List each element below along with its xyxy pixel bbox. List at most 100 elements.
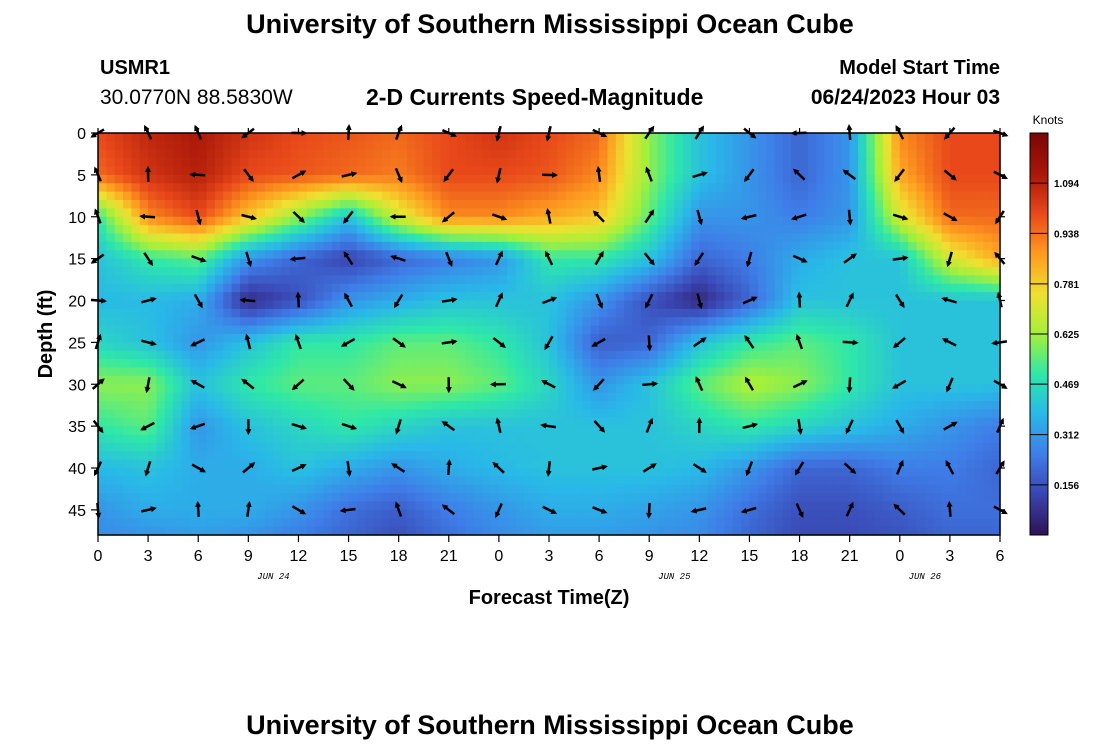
heatmap-cell <box>949 501 959 511</box>
heatmap-cell <box>407 451 416 461</box>
heatmap-cell <box>181 149 191 159</box>
heatmap-cell <box>991 208 1001 218</box>
heatmap-cell <box>415 133 425 142</box>
heatmap-cell <box>440 426 450 436</box>
heatmap-cell <box>515 149 525 159</box>
heatmap-cell <box>949 200 959 209</box>
heatmap-cell <box>991 342 1001 352</box>
heatmap-cell <box>615 133 625 142</box>
heatmap-cell <box>373 216 383 226</box>
heatmap-cell <box>824 468 834 477</box>
heatmap-cell <box>958 417 968 427</box>
heatmap-cell <box>766 451 776 461</box>
heatmap-cell <box>248 359 258 369</box>
heatmap-cell <box>148 317 158 327</box>
heatmap-cell <box>557 493 567 503</box>
heatmap-cell <box>732 200 742 209</box>
heatmap-cell <box>883 141 893 151</box>
heatmap-cell <box>490 141 500 151</box>
heatmap-cell <box>465 216 475 226</box>
heatmap-cell <box>899 158 909 168</box>
heatmap-cell <box>532 141 542 151</box>
heatmap-cell <box>966 174 976 184</box>
heatmap-cell <box>741 233 751 243</box>
heatmap-cell <box>807 300 817 310</box>
heatmap-cell <box>323 258 333 268</box>
heatmap-cell <box>682 384 692 394</box>
heatmap-cell <box>665 442 675 452</box>
heatmap-cell <box>298 401 308 410</box>
heatmap-cell <box>983 375 993 385</box>
heatmap-cell <box>624 200 634 209</box>
heatmap-cell <box>899 200 909 209</box>
heatmap-cell <box>732 158 742 168</box>
heatmap-cell <box>523 200 533 209</box>
heatmap-cell <box>532 434 542 444</box>
heatmap-cell <box>214 509 224 519</box>
heatmap-cell <box>557 208 567 218</box>
heatmap-cell <box>724 493 734 503</box>
heatmap-cell <box>515 434 525 444</box>
heatmap-cell <box>782 509 792 519</box>
heatmap-cell <box>448 459 458 469</box>
heatmap-cell <box>390 451 400 461</box>
heatmap-cell <box>415 233 425 243</box>
heatmap-cell <box>949 317 959 327</box>
heatmap-cell <box>156 191 166 201</box>
heatmap-cell <box>340 334 350 343</box>
heatmap-cell <box>206 250 216 260</box>
heatmap-cell <box>457 200 467 209</box>
heatmap-cell <box>791 417 801 427</box>
heatmap-cell <box>256 133 266 142</box>
heatmap-cell <box>799 308 809 318</box>
heatmap-cell <box>473 208 483 218</box>
heatmap-cell <box>741 476 751 486</box>
heatmap-cell <box>615 300 625 310</box>
heatmap-cell <box>315 493 325 503</box>
heatmap-cell <box>883 275 893 285</box>
heatmap-cell <box>98 308 107 318</box>
heatmap-cell <box>340 174 350 184</box>
heatmap-cell <box>607 308 617 318</box>
heatmap-cell <box>248 166 258 176</box>
heatmap-cell <box>365 375 375 385</box>
heatmap-cell <box>690 174 700 184</box>
heatmap-cell <box>139 459 149 469</box>
heatmap-cell <box>331 493 341 503</box>
heatmap-cell <box>816 275 826 285</box>
heatmap-cell <box>398 325 408 335</box>
heatmap-cell <box>306 468 316 477</box>
heatmap-cell <box>624 308 634 318</box>
heatmap-cell <box>423 267 433 276</box>
heatmap-cell <box>958 442 968 452</box>
heatmap-cell <box>331 258 341 268</box>
heatmap-cell <box>574 509 584 519</box>
heatmap-cell <box>791 158 801 168</box>
heatmap-cell <box>824 158 834 168</box>
heatmap-cell <box>574 409 584 419</box>
heatmap-cell <box>473 283 483 293</box>
heatmap-cell <box>574 275 584 285</box>
heatmap-cell <box>741 409 751 419</box>
heatmap-cell <box>223 283 233 293</box>
heatmap-cell <box>883 384 893 394</box>
heatmap-cell <box>766 149 776 159</box>
heatmap-cell <box>256 434 266 444</box>
heatmap-cell <box>256 509 266 519</box>
heatmap-cell <box>557 367 567 377</box>
heatmap-cell <box>423 384 433 394</box>
heatmap-cell <box>248 216 258 226</box>
heatmap-cell <box>807 149 817 159</box>
heatmap-cell <box>265 451 274 461</box>
heatmap-cell <box>223 509 233 519</box>
heatmap-cell <box>123 501 133 511</box>
heatmap-cell <box>356 476 366 486</box>
heatmap-cell <box>724 275 734 285</box>
heatmap-cell <box>866 149 876 159</box>
heatmap-cell <box>782 375 792 385</box>
heatmap-cell <box>532 292 542 302</box>
heatmap-cell <box>757 468 767 477</box>
heatmap-cell <box>582 292 592 302</box>
heatmap-cell <box>949 409 959 419</box>
heatmap-cell <box>891 300 901 310</box>
